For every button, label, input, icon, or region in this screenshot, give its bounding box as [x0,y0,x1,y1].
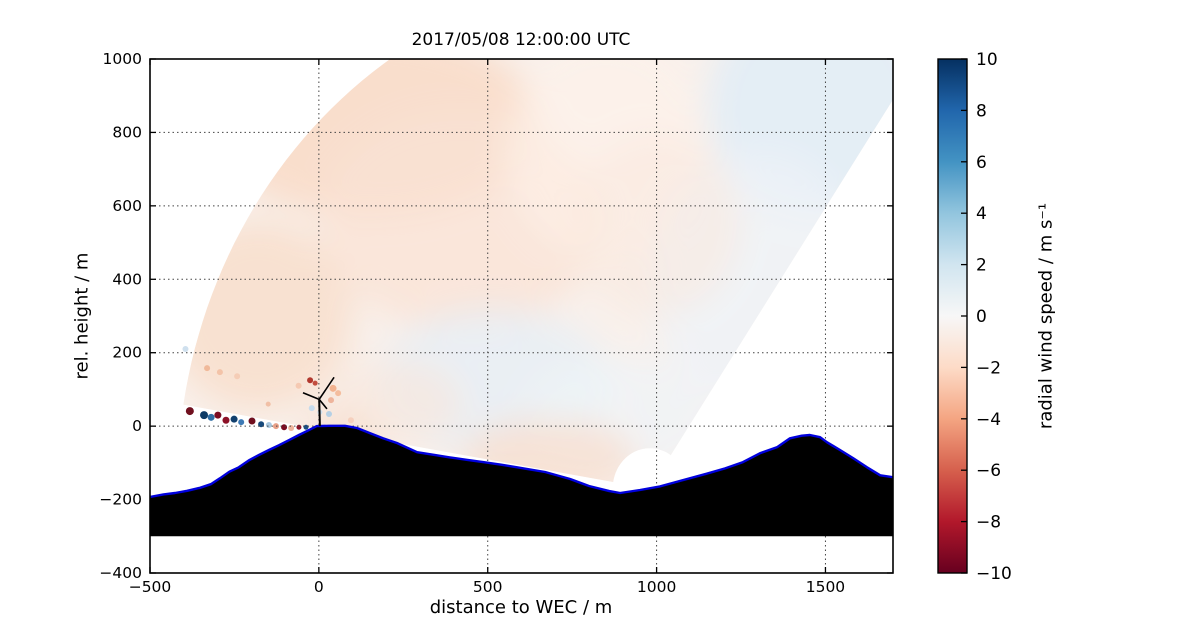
speckle-dot [214,411,222,419]
colorbar-tick-label: −10 [976,564,1012,584]
speckle-dot [272,423,279,430]
y-tick-label: 600 [112,197,142,215]
x-tick-label: −500 [129,578,172,596]
terrain-surface-line [150,424,893,499]
speckle-dot [295,382,302,389]
colorbar-tick-label: −2 [976,358,1001,378]
turbine-blade [318,376,335,400]
speckle-dot [307,377,314,384]
speckle-dot [328,397,335,404]
speckle-dot [347,417,354,424]
speckle-dot [185,407,194,416]
speckle-dot [312,380,318,386]
colorbar-tick-label: 2 [976,256,987,276]
colorbar-tick-label: −4 [976,410,1001,430]
turbine-blade [318,398,328,410]
colorbar-tick-label: 4 [976,204,987,224]
x-tick-label: 0 [314,578,324,596]
speckle-dot [238,419,245,426]
wind-speed-wash [183,220,353,412]
y-tick-label: 800 [112,123,142,141]
speckle-dot [303,424,309,430]
colorbar-tick-label: 0 [976,307,987,327]
speckle-dot [329,384,337,392]
speckle-dot [265,401,271,407]
turbine-tower [318,399,321,427]
plot-frame: −500 0 500 1000 1500 −400 −200 0 200 400 600 800 100… [99,50,894,596]
terrain-silhouette [150,425,893,537]
scan-fan [183,59,893,482]
wind-speed-wash [572,132,742,316]
colorbar: 10 8 6 4 2 0 −2 −4 −6 −8 −10 [937,50,1012,584]
y-tick-label: −200 [99,491,142,509]
y-tick-label: 1000 [103,50,142,68]
speckle-dot [335,390,342,397]
y-tick-label: 200 [112,344,142,362]
y-axis-label: rel. height / m [71,252,93,380]
speckle-dot [234,373,241,380]
speckle-dot [230,415,238,423]
turbine-blade [302,391,320,401]
speckle-returns [182,346,354,431]
colorbar-tick-label: 10 [976,50,998,70]
speckle-dot [182,346,189,353]
colorbar-label: radial wind speed / m s⁻¹ [1035,202,1057,430]
y-tick-label: −400 [99,564,142,582]
colorbar-gradient [937,58,968,574]
chart-title: 2017/05/08 12:00:00 UTC [411,30,631,50]
y-tick-label: 0 [132,417,142,435]
colorbar-tick-label: −6 [976,461,1001,481]
speckle-dot [207,413,215,421]
y-tick-label: 400 [112,270,142,288]
colorbar-tick-label: 8 [976,101,987,121]
speckle-dot [216,369,223,376]
speckle-dot [200,411,209,420]
speckle-dot [325,411,332,418]
speckle-dot [204,365,211,372]
x-axis-label: distance to WEC / m [429,597,613,618]
x-tick-label: 500 [473,578,503,596]
speckle-dot [308,405,315,412]
speckle-dot [222,416,230,424]
colorbar-tick-label: 6 [976,153,987,173]
x-tick-label: 1000 [637,578,676,596]
speckle-dot [248,417,256,425]
speckle-dot [296,424,302,430]
speckle-dot [265,422,272,429]
speckle-dot [288,424,295,431]
wind-turbine [302,376,335,427]
colorbar-tick-label: −8 [976,513,1001,533]
speckle-dot [281,424,288,431]
x-tick-label: 1500 [806,578,845,596]
